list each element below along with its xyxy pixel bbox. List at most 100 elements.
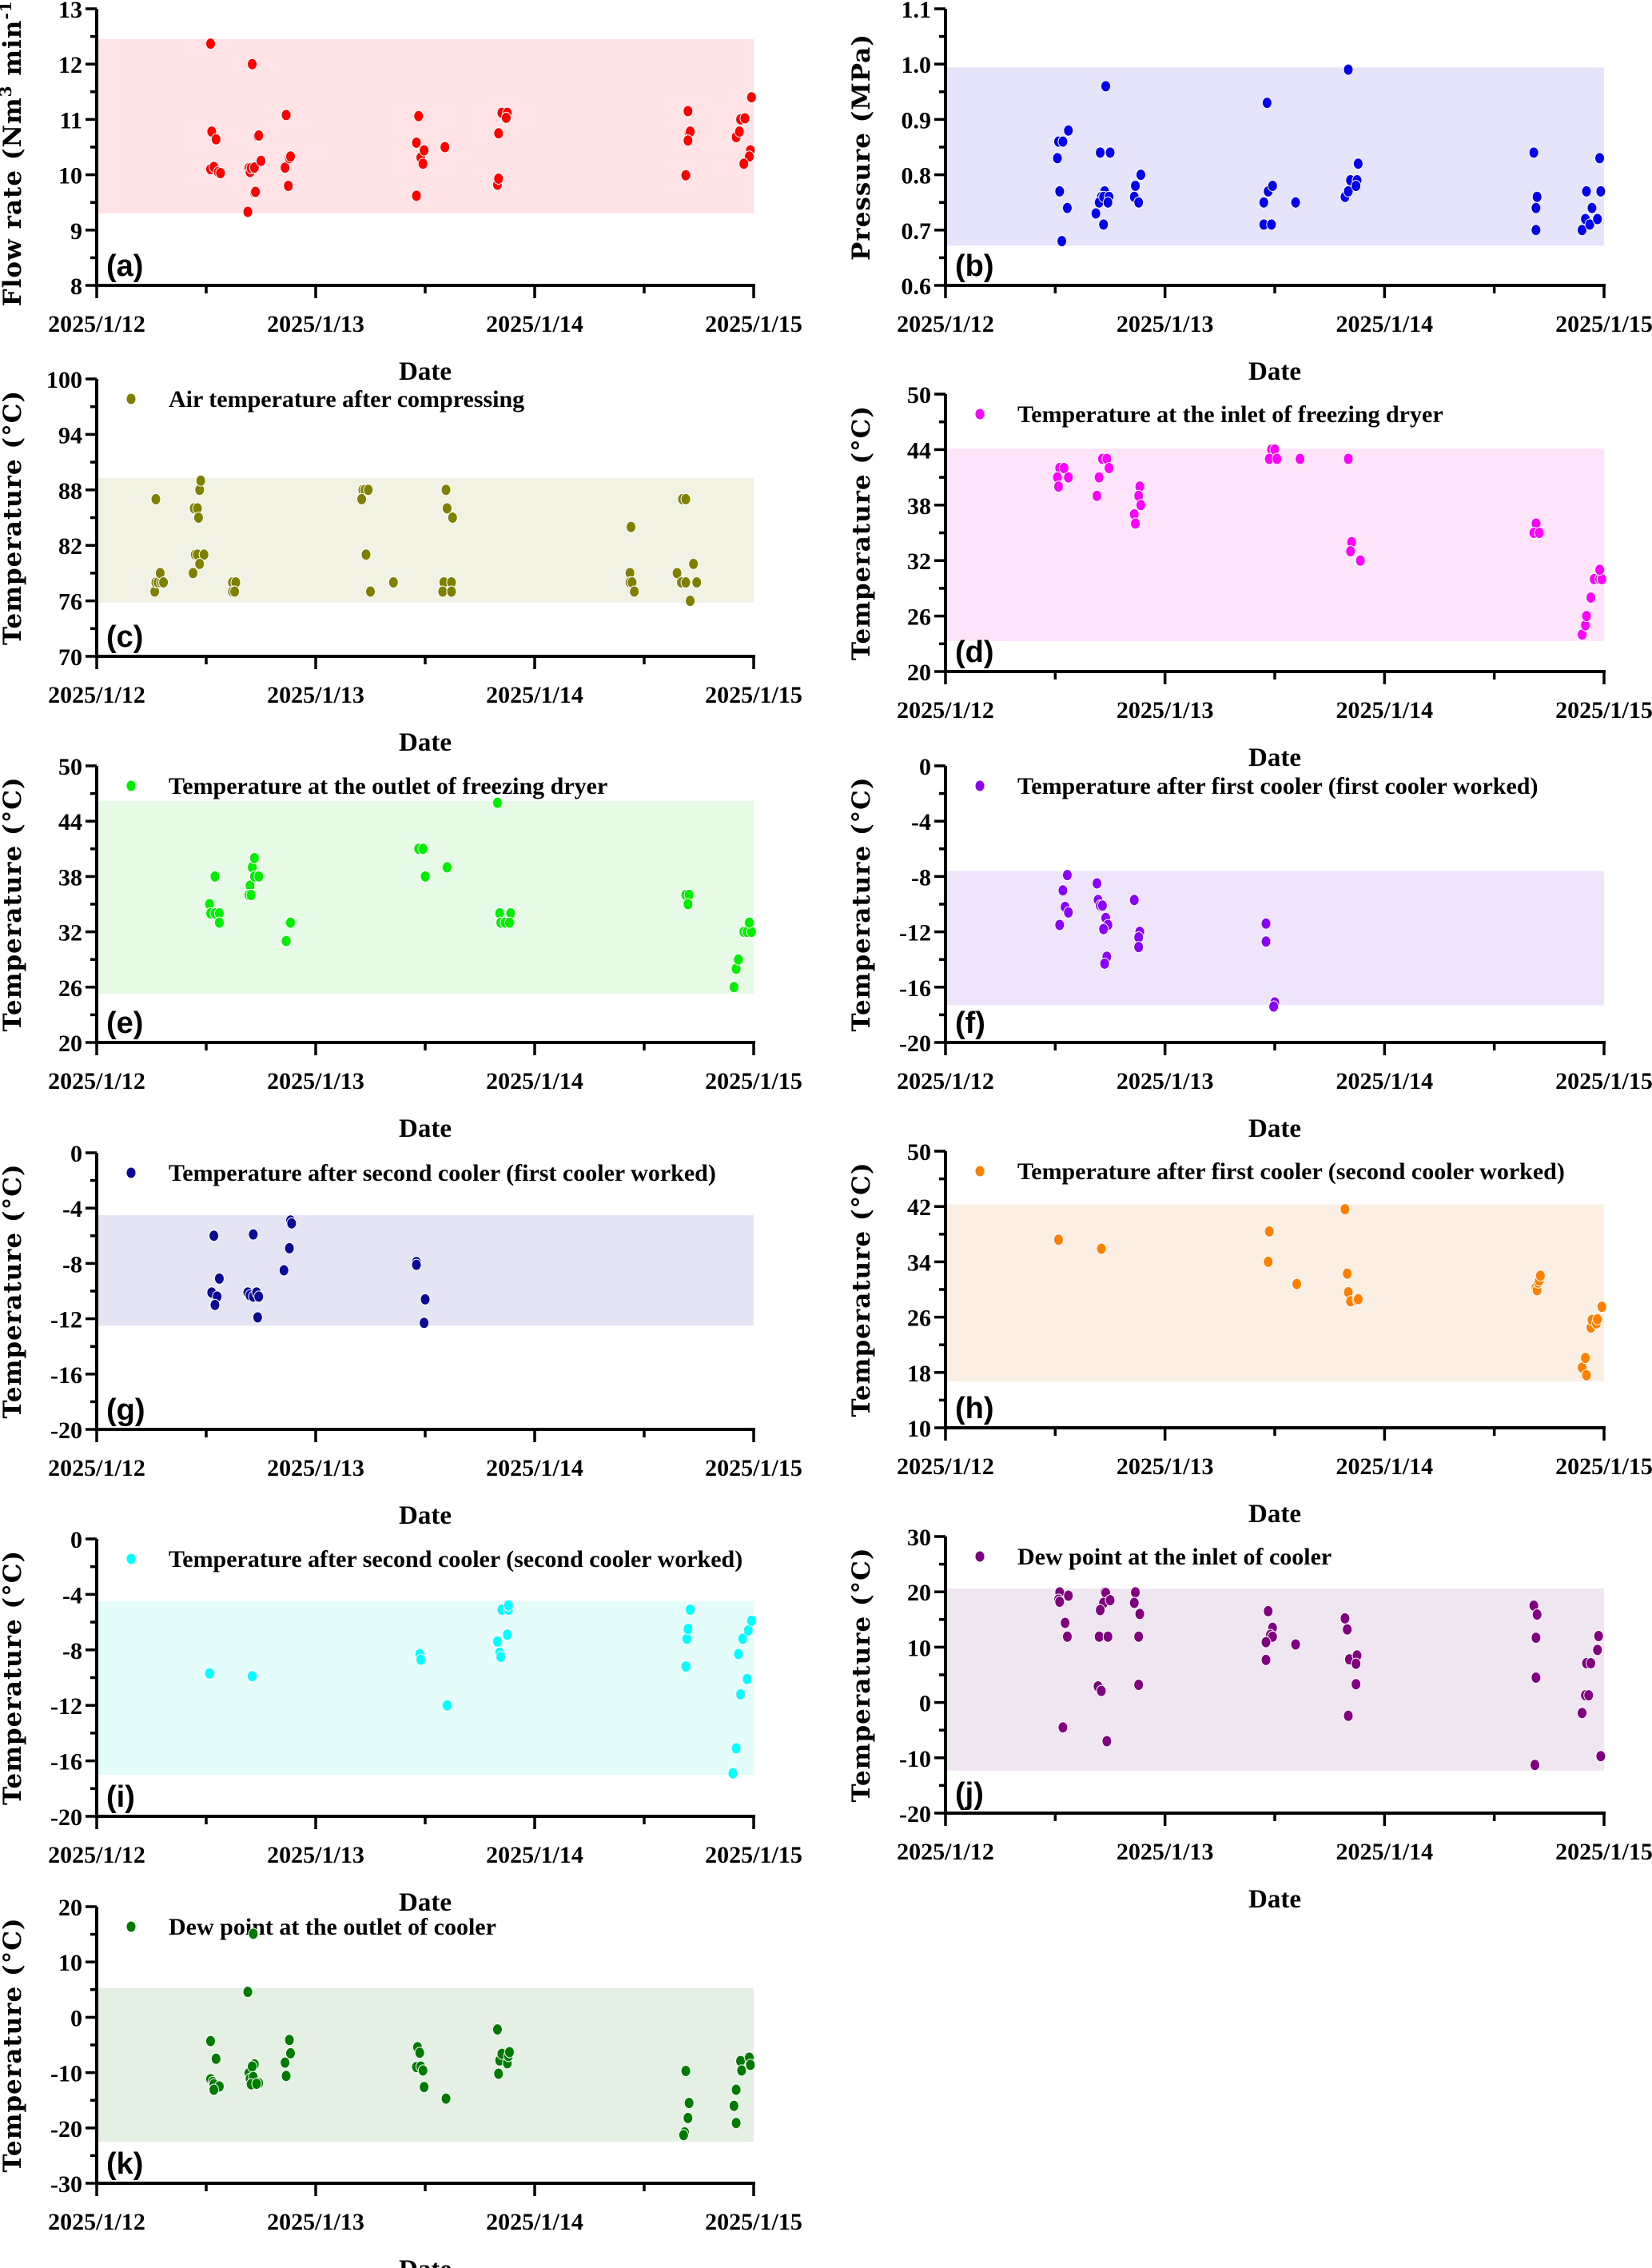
data-point <box>253 129 265 142</box>
y-axis-title: Pressure (MPa) <box>847 34 876 261</box>
legend-label: Temperature after first cooler (second c… <box>1017 1158 1565 1185</box>
panel-g: -20 -16 -12 -8 -4 0 2025/1/12 2025/1/13 2025/1/1… <box>0 1141 802 1530</box>
legend-label: Temperature at the inlet of freezing dry… <box>1017 401 1443 428</box>
data-point <box>734 126 745 138</box>
data-point <box>1342 1623 1353 1636</box>
data-point <box>360 548 372 561</box>
data-point <box>1093 471 1105 484</box>
x-tick-label: 2025/1/13 <box>267 1455 364 1481</box>
y-tick-label: 44 <box>58 809 82 835</box>
data-point <box>281 2070 292 2083</box>
data-point <box>1340 1203 1351 1216</box>
data-point <box>249 851 260 864</box>
x-tick-label: 2025/1/12 <box>897 1453 994 1480</box>
data-point <box>281 935 292 947</box>
panel-label: (b) <box>955 249 994 283</box>
x-tick-label: 2025/1/12 <box>48 1455 145 1481</box>
data-point <box>247 58 258 70</box>
y-axis-title-part: Temperature (°C) <box>0 1163 27 1418</box>
y-tick-label: 76 <box>58 589 82 616</box>
x-tick-label: 2025/1/15 <box>705 1455 802 1481</box>
data-point <box>504 916 515 929</box>
data-point <box>194 557 205 570</box>
y-tick-label: 20 <box>907 1580 931 1606</box>
data-point <box>440 2092 452 2105</box>
data-point <box>248 1228 259 1241</box>
x-tick-label: 2025/1/14 <box>1336 311 1433 337</box>
x-tick-label: 2025/1/13 <box>267 1068 364 1094</box>
y-tick-label: 0 <box>70 1527 82 1553</box>
x-axis-title: Date <box>399 728 452 757</box>
data-point <box>1258 196 1269 209</box>
y-tick-label: 0.9 <box>902 107 932 134</box>
y-tick-label: 12 <box>58 52 82 78</box>
range-band <box>98 1987 754 2142</box>
panel-label: (i) <box>106 1780 135 1814</box>
data-point <box>1130 517 1141 530</box>
data-point <box>1531 1632 1542 1644</box>
data-point <box>629 585 640 598</box>
data-point <box>446 585 457 598</box>
data-point <box>1592 213 1603 225</box>
x-tick-label: 2025/1/15 <box>705 2209 802 2235</box>
data-point <box>441 1699 452 1712</box>
y-tick-label: -12 <box>50 1307 82 1333</box>
data-point <box>210 2052 221 2065</box>
y-axis-title: Temperature (°C) <box>0 776 27 1031</box>
data-point <box>1351 179 1362 192</box>
data-point <box>205 2035 216 2047</box>
legend-label: Temperature after first cooler (first co… <box>1017 773 1538 799</box>
y-tick-label: 32 <box>907 548 931 575</box>
data-point <box>1097 899 1108 912</box>
data-point <box>248 1927 259 1940</box>
data-point <box>496 1650 507 1663</box>
data-point <box>503 1599 514 1612</box>
y-axis-title-part: Temperature (°C) <box>847 776 876 1031</box>
data-point <box>1054 1596 1065 1608</box>
y-tick-label: 0 <box>70 2005 82 2031</box>
y-tick-label: -20 <box>899 1801 931 1828</box>
data-point <box>411 189 422 202</box>
data-point <box>1290 196 1301 209</box>
data-point <box>1261 97 1272 110</box>
legend-marker <box>975 1166 985 1177</box>
data-point <box>746 91 757 104</box>
panel-d: 20 26 32 38 44 50 2025/1/12 2025/1/13 2025/1/14 2… <box>847 382 1652 772</box>
data-point <box>502 1628 513 1641</box>
data-point <box>1093 1630 1105 1643</box>
data-point <box>1343 185 1354 197</box>
data-point <box>1581 610 1592 623</box>
x-tick-label: 2025/1/12 <box>897 697 994 723</box>
data-point <box>280 2056 291 2069</box>
data-point <box>1054 185 1065 197</box>
data-point <box>363 484 374 496</box>
x-tick-label: 2025/1/13 <box>267 311 364 337</box>
data-point <box>414 2047 425 2059</box>
y-tick-label: 50 <box>58 754 82 780</box>
data-point <box>193 512 204 524</box>
y-tick-label: 30 <box>907 1525 931 1551</box>
panel-b: 0.6 0.7 0.8 0.9 1.0 1.1 2025/1/12 2025/1/13 2025… <box>847 0 1652 386</box>
x-tick-label: 2025/1/14 <box>486 311 583 337</box>
x-axis-title: Date <box>399 1114 452 1143</box>
data-point <box>210 133 221 145</box>
data-point <box>441 861 452 874</box>
x-tick-label: 2025/1/15 <box>705 682 802 708</box>
data-point <box>1057 884 1069 897</box>
data-point <box>1096 1242 1107 1255</box>
y-axis-title-part: Temperature (°C) <box>847 1162 876 1417</box>
data-point <box>204 1667 215 1680</box>
x-tick-label: 2025/1/15 <box>1555 697 1652 723</box>
y-tick-label: 88 <box>58 478 82 504</box>
legend-marker <box>975 409 985 420</box>
data-point <box>252 1311 263 1324</box>
y-tick-label: 26 <box>907 604 931 631</box>
data-point <box>1531 1671 1542 1684</box>
y-tick-label: 100 <box>46 367 82 393</box>
panel-label: (f) <box>955 1006 985 1040</box>
data-point <box>1058 462 1069 475</box>
legend-marker <box>126 1921 136 1932</box>
data-point <box>1135 499 1146 512</box>
data-point <box>1130 1586 1141 1599</box>
x-axis-title: Date <box>399 357 452 386</box>
